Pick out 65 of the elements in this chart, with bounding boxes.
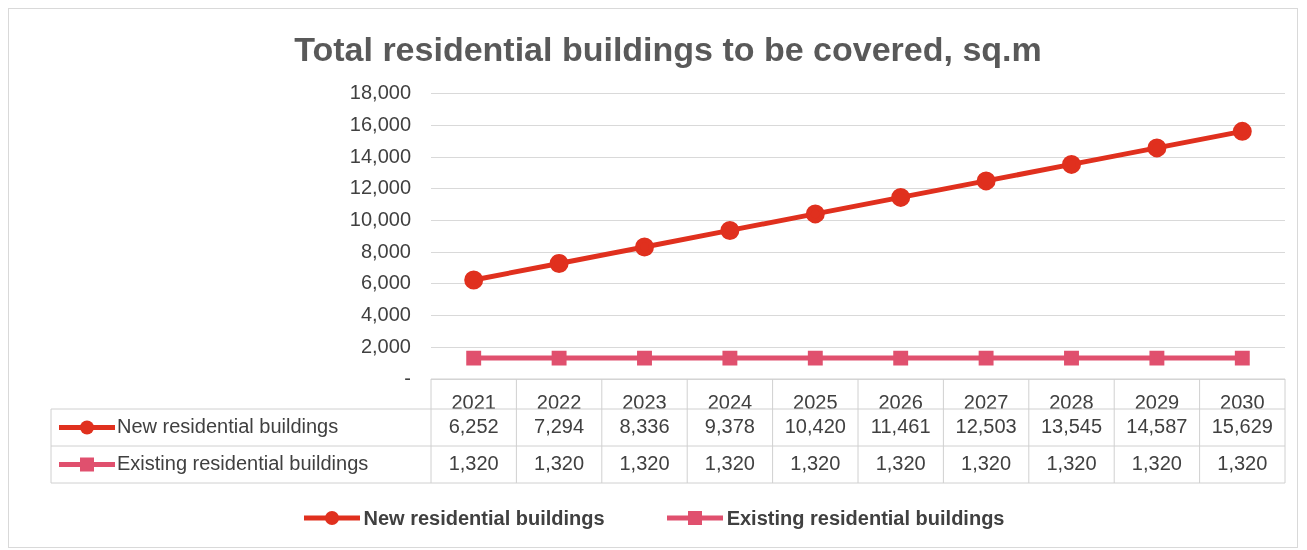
data-label: 15,629 [1211,415,1273,438]
x-tick-label: 2029 [1134,390,1180,413]
point [722,350,738,366]
data-label: 1,320 [875,452,926,475]
data-label: 1,320 [1046,452,1097,475]
x-tick-label: 2024 [707,390,753,413]
point [635,237,654,257]
data-label: 11,461 [870,415,931,438]
data-label: 1,320 [534,452,585,475]
data-label: 10,420 [784,415,846,438]
point [1064,350,1079,366]
y-tick-label: 18,000 [349,81,411,104]
point [466,350,482,366]
data-label: 1,320 [1217,452,1268,475]
data-label: 9,378 [704,415,755,438]
point [891,187,911,207]
x-tick-label: 2026 [878,390,923,413]
x-tick-label: 2028 [1049,390,1094,413]
point [1232,121,1252,141]
point [1234,350,1250,366]
data-label: 1,320 [790,452,841,475]
point [1062,154,1081,174]
y-tick-label: 12,000 [349,176,411,199]
point [978,350,994,366]
y-tick-label: 6,000 [360,271,411,294]
y-tick-label: - [404,366,411,389]
y-tick-label: 8,000 [360,239,411,262]
legend-label: New residential buildings [117,415,339,438]
data-label: 1,320 [1131,452,1182,475]
x-tick-label: 2025 [793,390,838,413]
data-label: 8,336 [619,415,670,438]
point [549,253,569,273]
y-tick-label: 10,000 [349,208,411,231]
point [1147,138,1167,158]
data-label: 12,503 [955,415,1017,438]
point [976,171,996,191]
point [637,350,652,366]
x-tick-label: 2022 [536,390,582,413]
text: Existing residential buildings [726,506,1005,529]
y-tick-label: 16,000 [349,113,411,135]
data-label: 1,320 [961,452,1012,475]
x-tick-label: 2030 [1220,390,1265,413]
x-tick-label: 2027 [963,390,1009,413]
point [551,350,567,366]
data-label: 1,320 [704,452,755,475]
y-tick-label: 4,000 [360,303,411,326]
data-label: 1,320 [619,452,670,475]
data-label: 14,587 [1126,415,1188,438]
data-label: 1,320 [448,452,499,475]
x-tick-label: 2021 [451,390,496,413]
data-label: 6,252 [448,415,499,438]
point [807,350,823,366]
data-label: 13,545 [1040,415,1103,438]
y-tick-label: 14,000 [349,144,411,167]
point [893,350,909,366]
text: New residential buildings [363,506,605,529]
point [464,270,484,290]
point [805,204,825,224]
x-tick-label: 2023 [622,390,667,413]
y-tick-label: 2,000 [360,334,411,357]
legend-label: Existing residential buildings [117,452,369,475]
point [720,220,740,240]
point [1149,350,1165,366]
chart-title: Total residential buildings to be covered, sq.m [294,29,1042,68]
data-label: 7,294 [534,415,585,438]
